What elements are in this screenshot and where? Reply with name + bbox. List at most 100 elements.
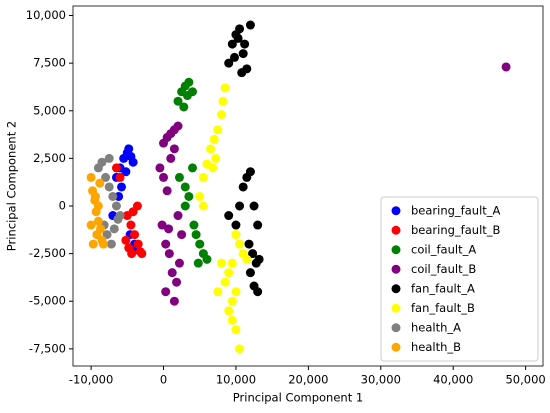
point [111, 163, 121, 173]
x-tick-label: 10,000 [216, 373, 256, 387]
legend-label: coil_fault_B [411, 262, 476, 276]
point [159, 172, 169, 182]
point [124, 144, 134, 154]
point [127, 249, 137, 259]
y-tick-label: -7,500 [29, 341, 66, 355]
point [173, 96, 183, 106]
point [231, 220, 241, 230]
x-tick-label: 40,000 [433, 373, 473, 387]
y-tick-label: 7,500 [33, 56, 66, 70]
y-tick-label: -5,000 [29, 294, 66, 308]
point [115, 172, 125, 182]
point [164, 249, 174, 259]
point [132, 201, 142, 211]
x-tick-label: 0 [160, 373, 167, 387]
point [174, 258, 184, 268]
point [86, 220, 96, 230]
point [501, 62, 511, 72]
point [90, 191, 100, 201]
point [208, 163, 218, 173]
point [242, 254, 252, 264]
point [227, 296, 237, 306]
point [173, 121, 183, 131]
point [97, 157, 107, 167]
legend-frame [380, 196, 539, 362]
point [245, 20, 255, 30]
point [98, 239, 108, 249]
point [233, 33, 243, 43]
point [238, 49, 248, 59]
legend-label: health_A [411, 320, 461, 334]
plot-frame [72, 5, 544, 367]
point [193, 258, 203, 268]
point [169, 144, 179, 154]
legend-marker [391, 323, 401, 333]
legend-label: health_B [411, 340, 461, 354]
point [213, 125, 223, 135]
point [187, 163, 197, 173]
point [180, 201, 190, 211]
y-tick-label: -2,500 [29, 246, 66, 260]
point [235, 344, 245, 354]
point [121, 235, 131, 245]
point [108, 191, 118, 201]
point [161, 287, 171, 297]
point [128, 157, 138, 167]
point [235, 201, 245, 211]
point [254, 254, 264, 264]
point [235, 24, 245, 34]
point [237, 68, 247, 78]
point [216, 110, 226, 120]
point [231, 325, 241, 335]
point [111, 201, 121, 211]
point [109, 224, 119, 234]
x-tick-label: 30,000 [361, 373, 401, 387]
point [231, 230, 241, 240]
point [101, 172, 111, 182]
point [106, 239, 116, 249]
point [227, 315, 237, 325]
point [169, 296, 179, 306]
point [162, 186, 172, 196]
point [231, 287, 241, 297]
legend-marker [391, 264, 401, 274]
point [184, 191, 194, 201]
y-tick-label: 5,000 [33, 103, 66, 117]
y-tick-label: 0 [59, 199, 66, 213]
legend-label: bearing_fault_A [411, 203, 501, 217]
point [86, 172, 96, 182]
point [177, 230, 187, 240]
point [179, 102, 189, 112]
point [133, 239, 143, 249]
point [137, 249, 147, 259]
point [164, 224, 174, 234]
point [113, 214, 123, 224]
point [166, 153, 176, 163]
point [220, 277, 230, 287]
point [238, 182, 248, 192]
point [245, 268, 255, 278]
legend-label: bearing_fault_B [411, 223, 501, 237]
legend-label: coil_fault_A [411, 242, 476, 256]
point [126, 220, 136, 230]
point [244, 239, 254, 249]
point [249, 201, 259, 211]
point [157, 220, 167, 230]
point [245, 167, 255, 177]
point [191, 230, 201, 240]
x-tick-label: -10,000 [69, 373, 113, 387]
point [229, 52, 239, 62]
point [117, 182, 127, 192]
point [155, 163, 165, 173]
point [224, 268, 234, 278]
point [182, 91, 192, 101]
point [88, 239, 98, 249]
legend-marker [391, 284, 401, 294]
point [253, 220, 263, 230]
legend-marker [391, 225, 401, 235]
legend-marker [391, 245, 401, 255]
point [198, 201, 208, 211]
point [213, 287, 223, 297]
y-axis-label: Principal Component 2 [5, 121, 19, 251]
